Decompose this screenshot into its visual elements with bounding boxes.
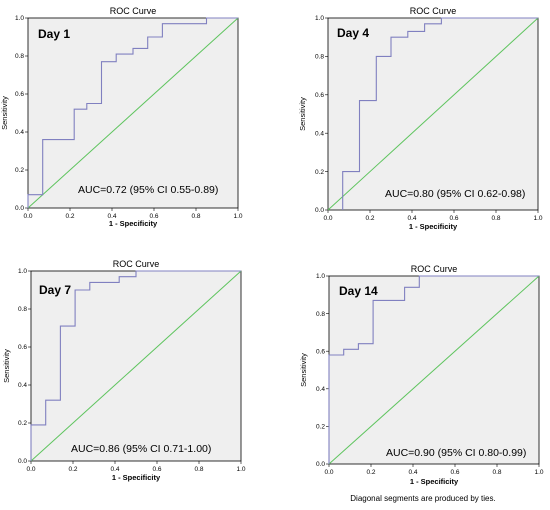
x-tick-label: 0.2 <box>365 215 374 222</box>
x-tick-label: 0.8 <box>491 215 500 222</box>
x-tick-label: 0.4 <box>408 469 417 476</box>
x-tick-label: 0.6 <box>149 213 158 220</box>
chart-title: ROC Curve <box>411 264 458 274</box>
x-tick-label: 0.2 <box>65 213 74 220</box>
x-axis-label: 1 - Specificity <box>109 219 158 228</box>
y-tick-label: 0.8 <box>15 53 24 60</box>
reference-line <box>327 17 539 211</box>
roc-panel-day-7: ROC Curve 0.00.0 0.2 0.2 0.4 0.4 0.6 0.6 0.8 0.8 1… <box>2 259 246 482</box>
roc-curve-line <box>30 270 241 461</box>
day-label: Day 1 <box>38 27 70 41</box>
roc-curve-line <box>328 275 539 464</box>
roc-panel-day-14: ROC Curve 0.00.0 0.2 0.2 0.4 0.4 0.6 0.6 0.8 0.8 1… <box>299 264 544 486</box>
y-tick-label: 0.4 <box>15 129 24 136</box>
x-axis-label: 1 - Specificity <box>409 222 458 231</box>
x-tick-label: 0.4 <box>407 215 416 222</box>
y-tick-label: 0.4 <box>316 386 325 393</box>
y-tick-label: 0.2 <box>15 167 24 174</box>
y-tick-label: 1.0 <box>316 273 325 280</box>
x-tick-label: 0.8 <box>492 469 501 476</box>
x-tick-label: 0.8 <box>194 466 203 473</box>
day-label: Day 7 <box>39 283 71 297</box>
y-tick-label: 0.8 <box>316 311 325 318</box>
y-tick-label: 0.4 <box>315 130 324 137</box>
auc-annotation: AUC=0.86 (95% CI 0.71-1.00) <box>71 443 211 455</box>
x-tick-label: 0.0 <box>323 215 332 222</box>
y-tick-label: 0.8 <box>18 306 27 313</box>
x-tick-label: 0.0 <box>23 213 32 220</box>
reference-line <box>27 17 239 209</box>
x-tick-label: 1.0 <box>236 466 245 473</box>
reference-line <box>30 270 242 462</box>
y-tick-label: 0.2 <box>315 169 324 176</box>
x-tick-label: 0.6 <box>450 469 459 476</box>
y-tick-label: 1.0 <box>315 15 324 22</box>
x-tick-label: 0.8 <box>191 213 200 220</box>
roc-curve-line <box>342 17 538 210</box>
y-tick-label: 0.0 <box>315 207 324 214</box>
chart-title: ROC Curve <box>410 6 457 16</box>
y-tick-label: 1.0 <box>18 268 27 275</box>
reference-line <box>328 275 540 465</box>
x-tick-label: 0.2 <box>68 466 77 473</box>
x-tick-label: 0.6 <box>449 215 458 222</box>
day-label: Day 4 <box>337 26 369 40</box>
y-tick-label: 0.6 <box>316 348 325 355</box>
x-tick-label: 0.2 <box>366 469 375 476</box>
y-tick-label: 0.2 <box>316 424 325 431</box>
x-tick-label: 0.0 <box>324 469 333 476</box>
y-tick-label: 1.0 <box>15 15 24 22</box>
x-tick-label: 0.6 <box>152 466 161 473</box>
x-tick-label: 0.0 <box>26 466 35 473</box>
y-axis-label: Sensitivity <box>2 349 11 383</box>
y-tick-label: 0.8 <box>315 54 324 61</box>
auc-annotation: AUC=0.80 (95% CI 0.62-0.98) <box>385 188 525 200</box>
roc-panel-day-4: ROC Curve 0.00.0 0.2 0.2 0.4 0.4 0.6 0.6 0.8 0.8 1… <box>298 6 543 231</box>
x-tick-label: 1.0 <box>533 215 542 222</box>
y-axis-label: Sensitivity <box>299 353 308 387</box>
roc-panel-day-1: ROC Curve 0.00.0 0.2 0.2 0.4 0.4 0.6 0.6 0.8 0.8 1… <box>0 6 243 228</box>
y-axis-label: Sensitivity <box>0 96 9 130</box>
x-axis-label: 1 - Specificity <box>112 473 161 482</box>
chart-title: ROC Curve <box>113 259 160 269</box>
chart-title: ROC Curve <box>110 6 157 16</box>
y-tick-label: 0.0 <box>15 205 24 212</box>
y-axis-label: Sensitivity <box>298 97 307 131</box>
auc-annotation: AUC=0.90 (95% CI 0.80-0.99) <box>386 447 526 459</box>
y-tick-label: 0.0 <box>316 461 325 468</box>
x-tick-label: 0.4 <box>110 466 119 473</box>
y-tick-label: 0.2 <box>18 420 27 427</box>
auc-annotation: AUC=0.72 (95% CI 0.55-0.89) <box>78 184 218 196</box>
day-label: Day 14 <box>339 284 378 298</box>
roc-curve-line <box>27 17 238 208</box>
footnote: Diagonal segments are produced by ties. <box>350 494 495 503</box>
x-tick-label: 1.0 <box>233 213 242 220</box>
y-tick-label: 0.4 <box>18 382 27 389</box>
x-tick-label: 0.4 <box>107 213 116 220</box>
y-tick-label: 0.0 <box>18 458 27 465</box>
x-axis-label: 1 - Specificity <box>410 477 459 486</box>
y-tick-label: 0.6 <box>315 92 324 99</box>
y-tick-label: 0.6 <box>18 344 27 351</box>
y-tick-label: 0.6 <box>15 91 24 98</box>
x-tick-label: 1.0 <box>534 469 543 476</box>
